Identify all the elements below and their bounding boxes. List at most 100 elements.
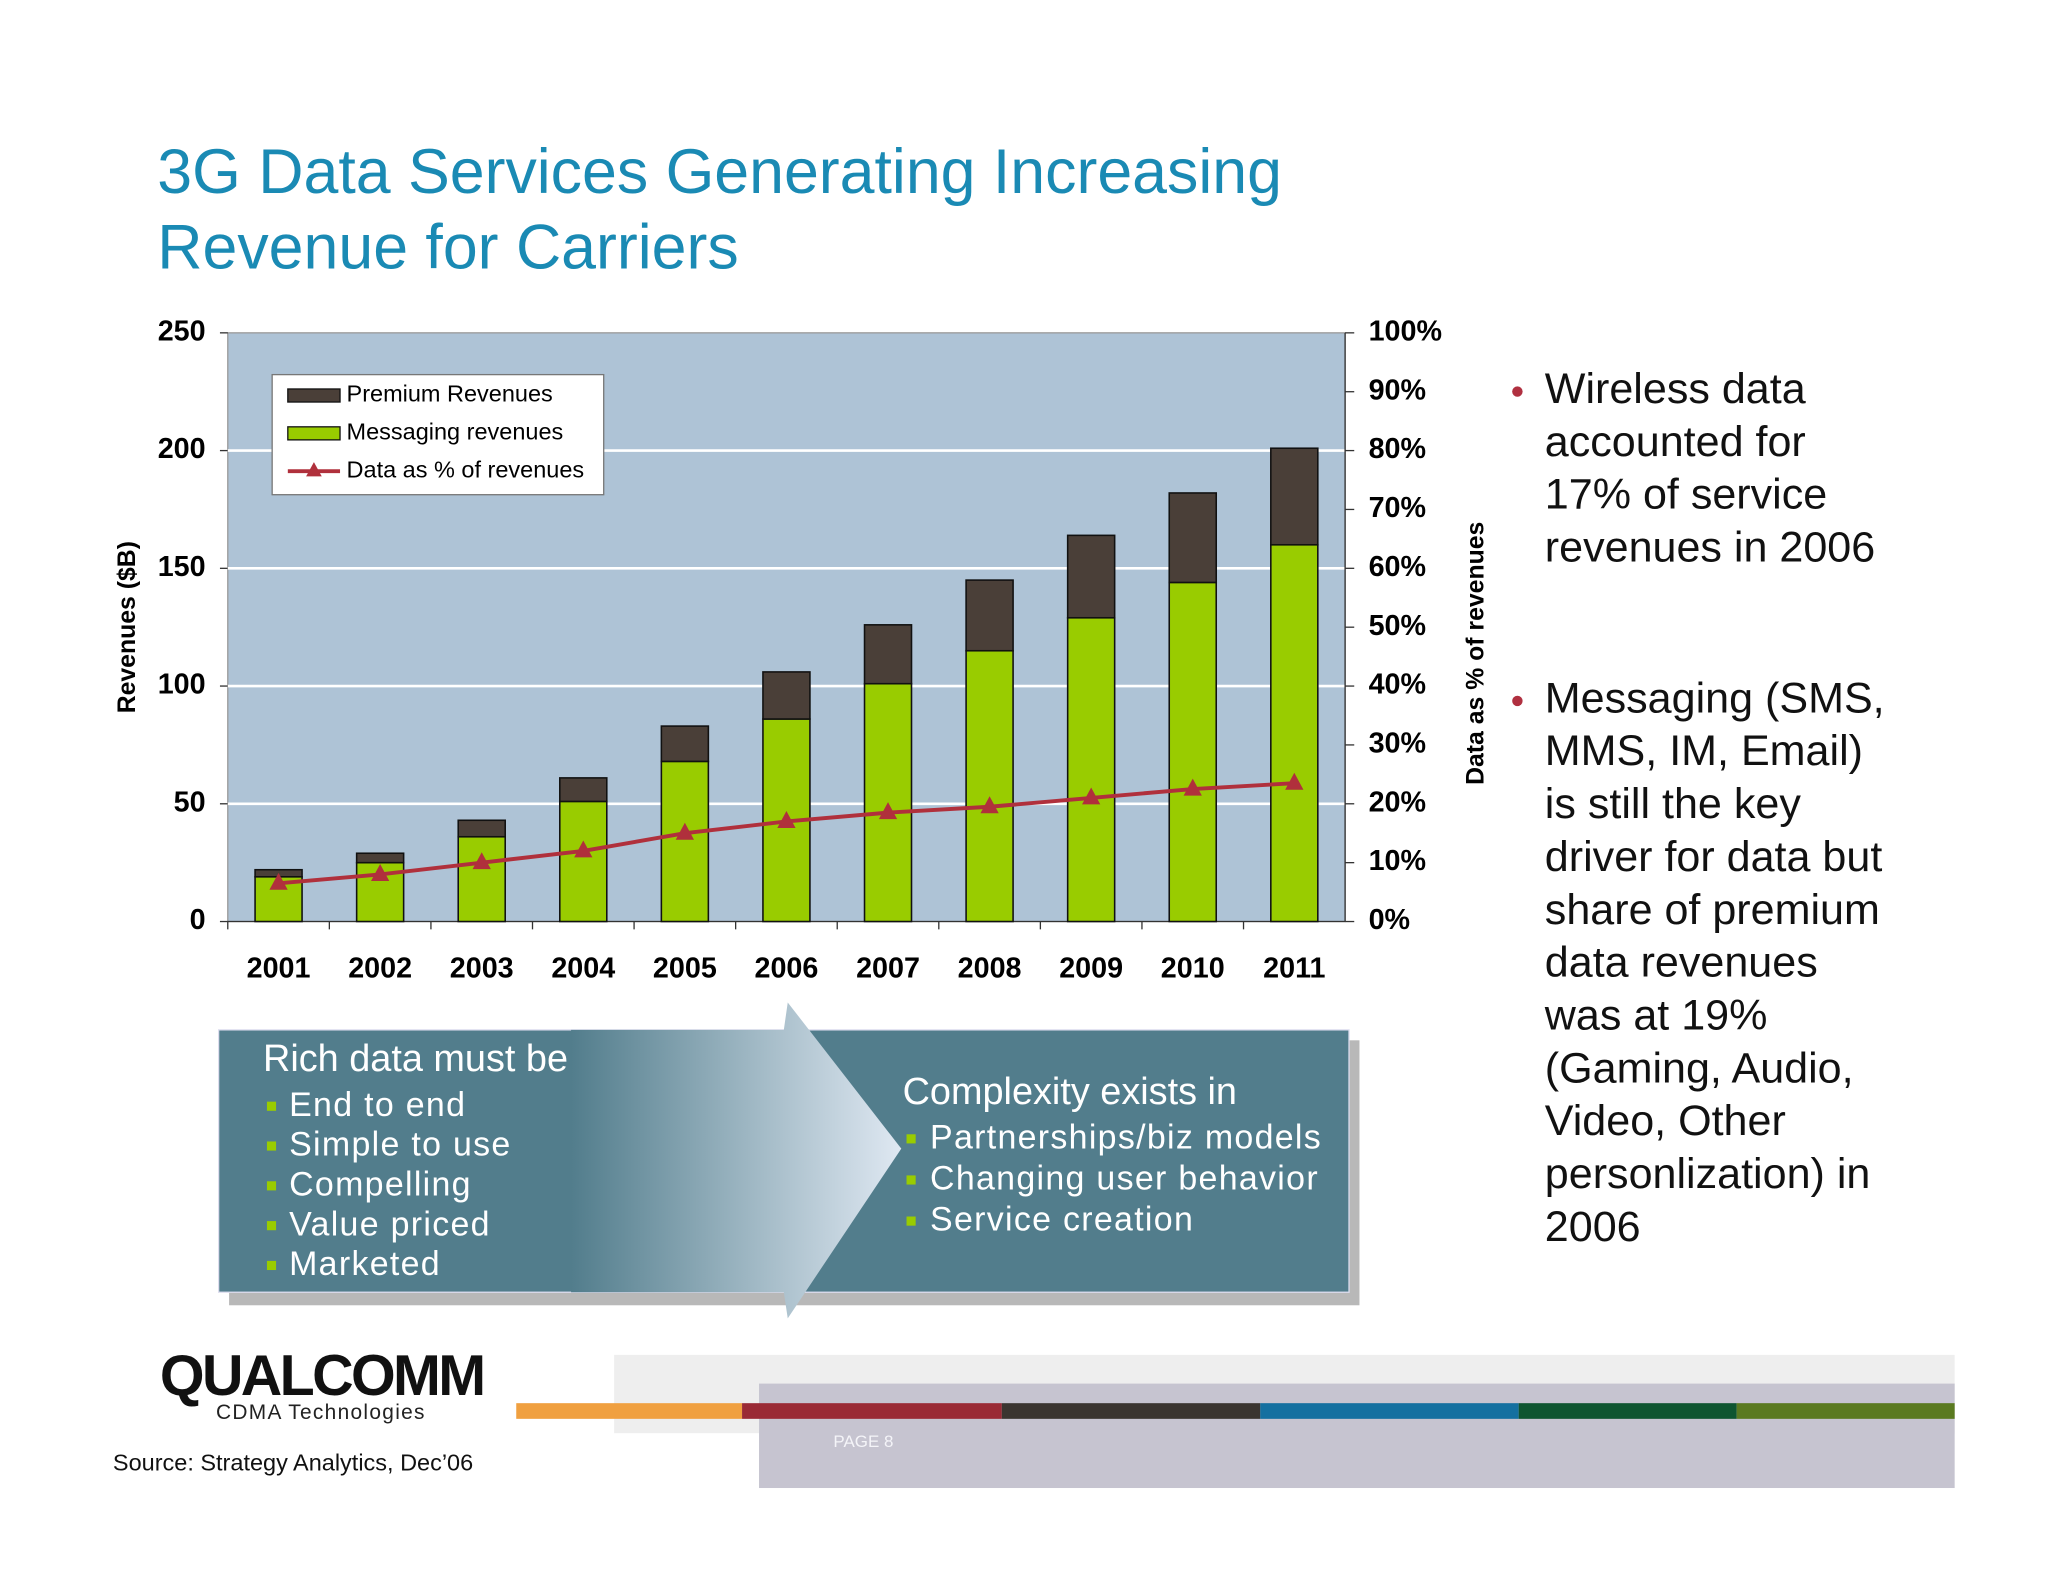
legend-label: Data as % of revenues — [347, 456, 585, 482]
y-tick-label: 200 — [158, 433, 206, 465]
bar — [965, 649, 1014, 923]
y-axis-title: Revenues ($B) — [114, 541, 141, 713]
stripe — [1736, 1403, 1955, 1419]
y2-axis-title: Data as % of revenues — [1462, 522, 1489, 785]
x-tick-label: 2004 — [551, 952, 615, 984]
y-tick-label: 0 — [190, 904, 206, 936]
x-tick-label: 2002 — [348, 952, 412, 984]
bar — [457, 819, 506, 838]
diagram-heading: Rich data must be — [263, 1038, 568, 1080]
y-tick-label: 50 — [174, 786, 206, 818]
bar — [660, 760, 710, 923]
item-marker — [266, 1101, 277, 1111]
logo: QUALCOMM — [160, 1344, 484, 1408]
y-tick-label: 150 — [158, 551, 206, 583]
footer-band — [759, 1383, 1955, 1489]
bullet-text: share of premium — [1545, 886, 1880, 934]
item-marker — [266, 1260, 277, 1271]
bullet-text: 17% of service — [1545, 471, 1827, 519]
legend-swatch — [287, 426, 341, 441]
marker — [1183, 778, 1202, 796]
y2-tick-label: 100% — [1369, 315, 1442, 347]
bullet-text: driver for data but — [1545, 833, 1883, 881]
y2-tick-label: 90% — [1369, 374, 1426, 406]
diagram-heading: Complexity exists in — [903, 1071, 1237, 1113]
item-marker — [906, 1175, 916, 1185]
x-tick-label: 2009 — [1059, 952, 1123, 984]
slide-title: 3G Data Services Generating Increasing — [157, 137, 1282, 207]
bar — [660, 725, 710, 763]
item-marker — [906, 1134, 916, 1144]
legend-label: Premium Revenues — [347, 381, 553, 407]
marker — [1082, 787, 1101, 805]
bar — [559, 777, 608, 803]
y2-tick-label: 80% — [1369, 433, 1426, 465]
bar — [965, 579, 1014, 652]
bullet-text: 2006 — [1545, 1203, 1641, 1251]
marker — [574, 840, 593, 858]
y2-tick-label: 20% — [1369, 786, 1426, 818]
marker — [777, 811, 796, 828]
bar — [762, 671, 811, 720]
bar — [863, 624, 913, 685]
stripe — [1001, 1403, 1261, 1419]
marker — [675, 822, 695, 840]
y2-tick-label: 40% — [1369, 669, 1426, 701]
source: Source: Strategy Analytics, Dec’06 — [113, 1450, 473, 1476]
y-tick-label: 100 — [158, 669, 206, 701]
bullet-text: is still the key — [1545, 780, 1802, 828]
bar — [559, 800, 608, 923]
bullet-dot — [1512, 386, 1523, 397]
slide-title: Revenue for Carriers — [157, 212, 738, 282]
bullet-dot — [1512, 695, 1523, 707]
diagram-item: Changing user behavior — [930, 1160, 1319, 1198]
legend-swatch — [287, 388, 341, 403]
bullet-text: Messaging (SMS, — [1545, 674, 1885, 722]
bar — [1270, 543, 1319, 923]
x-tick-label: 2008 — [958, 952, 1022, 984]
bar — [1066, 616, 1116, 923]
marker — [269, 872, 288, 890]
bar — [1066, 534, 1116, 619]
bullet-text: personlization) in — [1545, 1150, 1871, 1198]
marker — [371, 863, 390, 881]
y2-tick-label: 70% — [1369, 492, 1426, 524]
x-tick-label: 2005 — [653, 952, 717, 984]
diagram-item: Service creation — [930, 1201, 1194, 1239]
item-marker — [906, 1216, 916, 1226]
marker — [878, 802, 898, 820]
y2-tick-label: 30% — [1369, 728, 1426, 760]
x-tick-label: 2010 — [1161, 952, 1225, 984]
x-tick-label: 2001 — [247, 952, 311, 984]
bullet-text: data revenues — [1545, 939, 1818, 987]
x-tick-label: 2011 — [1263, 952, 1325, 984]
bar — [1270, 447, 1319, 546]
item-marker — [266, 1141, 277, 1151]
x-tick-label: 2007 — [856, 952, 920, 984]
y2-tick-label: 0% — [1369, 904, 1411, 936]
bar — [355, 852, 405, 864]
item-marker — [266, 1221, 277, 1231]
y-tick-label: 250 — [158, 315, 206, 347]
bullet-text: (Gaming, Audio, — [1545, 1044, 1854, 1092]
legend-marker — [306, 462, 322, 477]
marker — [1285, 772, 1304, 790]
stripe — [1518, 1403, 1737, 1419]
diagram-item: Partnerships/biz models — [930, 1118, 1322, 1156]
diagram-item: Value priced — [289, 1205, 491, 1243]
stripe — [742, 1403, 1002, 1419]
bullet-text: accounted for — [1545, 418, 1806, 466]
diagram-item: End to end — [289, 1086, 466, 1124]
x-tick-label: 2003 — [450, 952, 514, 984]
bullet-text: Video, Other — [1545, 1097, 1786, 1145]
y2-tick-label: 50% — [1369, 610, 1426, 642]
bar — [1168, 581, 1218, 923]
marker — [472, 852, 491, 870]
page-number: PAGE 8 — [833, 1432, 893, 1451]
bar — [1168, 492, 1218, 584]
bullet-text: revenues in 2006 — [1545, 524, 1875, 572]
marker — [980, 796, 999, 814]
bar — [457, 835, 506, 923]
y2-tick-label: 60% — [1369, 551, 1426, 583]
